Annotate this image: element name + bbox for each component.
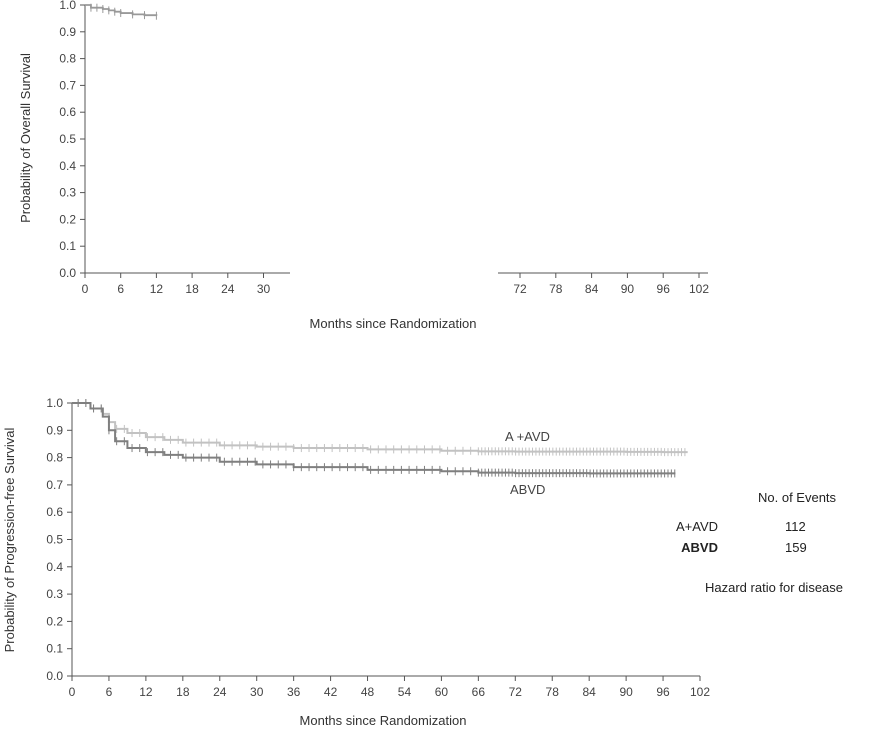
top-x-tick-label: 24 — [221, 282, 235, 296]
bottom-x-tick-label: 84 — [582, 685, 596, 699]
bottom-x-tick-label: 48 — [361, 685, 375, 699]
events-table: No. of Events A+AVD 112 ABVD 159 Hazard … — [676, 490, 843, 595]
events-row-label-aavd: A+AVD — [676, 519, 718, 534]
bottom-x-tick-label: 0 — [69, 685, 76, 699]
bottom-y-tick-label: 0.3 — [46, 587, 63, 601]
top-y-tick-label: 0.5 — [59, 132, 76, 146]
events-row-label-abvd: ABVD — [681, 540, 718, 555]
top-x-tick-label: 90 — [621, 282, 635, 296]
bottom-x-tick-label: 102 — [690, 685, 710, 699]
top-y-tick-label: 0.4 — [59, 159, 76, 173]
bottom-y-tick-label: 0.5 — [46, 533, 63, 547]
bottom-x-tick-label: 78 — [546, 685, 560, 699]
bottom-x-tick-label: 72 — [509, 685, 523, 699]
top-x-tick-label: 78 — [549, 282, 563, 296]
top-x-tick-label: 6 — [117, 282, 124, 296]
bottom-axes: 0.0 0.1 0.2 0.3 0.4 0.5 0.6 0.7 0.8 0.9 1.0 0 6 12 18 2… — [46, 396, 710, 699]
top-y-tick-label: 0.6 — [59, 105, 76, 119]
bottom-y-tick-label: 1.0 — [46, 396, 63, 410]
events-row-value-abvd: 159 — [785, 540, 807, 555]
series-label-aavd: A +AVD — [505, 429, 550, 444]
top-x-tick-label: 18 — [185, 282, 199, 296]
top-y-tick-label: 0.1 — [59, 239, 76, 253]
top-x-tick-label: 96 — [657, 282, 671, 296]
top-y-tick-label: 0.2 — [59, 212, 76, 226]
bottom-x-tick-label: 54 — [398, 685, 412, 699]
top-x-tick-label: 72 — [513, 282, 527, 296]
top-y-tick-label: 0.0 — [59, 266, 76, 280]
bottom-y-axis-label: Probability of Progression-free Survival — [2, 428, 17, 653]
progression-free-survival-panel: 0.0 0.1 0.2 0.3 0.4 0.5 0.6 0.7 0.8 0.9 1.0 0 6 12 18 2… — [2, 396, 710, 728]
top-x-tick-label: 0 — [82, 282, 89, 296]
events-row-value-aavd: 112 — [785, 519, 806, 534]
top-x-tick-label: 84 — [585, 282, 599, 296]
top-axes: 0.0 0.1 0.2 0.3 0.4 0.5 0.6 0.7 0.8 0.9 1.0 0 6 12 18 2… — [59, 0, 709, 296]
top-x-axis-label: Months since Randomization — [310, 316, 477, 331]
top-series — [85, 3, 158, 20]
bottom-series — [72, 399, 688, 478]
bottom-x-tick-label: 60 — [435, 685, 449, 699]
bottom-x-tick-label: 66 — [472, 685, 486, 699]
pfs-line-aavd — [72, 402, 688, 454]
bottom-x-tick-label: 24 — [213, 685, 227, 699]
top-x-tick-label: 30 — [257, 282, 271, 296]
overall-survival-panel: 0.0 0.1 0.2 0.3 0.4 0.5 0.6 0.7 0.8 0.9 1.0 0 6 12 18 2… — [18, 0, 709, 331]
bottom-x-axis-label: Months since Randomization — [300, 713, 467, 728]
events-header: No. of Events — [758, 490, 837, 505]
bottom-x-tick-label: 18 — [176, 685, 190, 699]
bottom-y-tick-label: 0.9 — [46, 423, 63, 437]
bottom-y-tick-label: 0.6 — [46, 505, 63, 519]
top-y-tick-label: 0.3 — [59, 186, 76, 200]
bottom-x-tick-label: 36 — [287, 685, 301, 699]
bottom-x-tick-label: 6 — [106, 685, 113, 699]
top-x-tick-label: 12 — [150, 282, 164, 296]
bottom-y-tick-label: 0.0 — [46, 669, 63, 683]
top-y-axis-label: Probability of Overall Survival — [18, 53, 33, 223]
bottom-x-tick-label: 12 — [139, 685, 153, 699]
bottom-x-tick-label: 30 — [250, 685, 264, 699]
series-label-abvd: ABVD — [510, 482, 545, 497]
bottom-y-tick-label: 0.1 — [46, 642, 63, 656]
bottom-y-tick-label: 0.7 — [46, 478, 63, 492]
bottom-x-tick-label: 90 — [619, 685, 633, 699]
bottom-y-tick-label: 0.2 — [46, 614, 63, 628]
bottom-x-tick-label: 42 — [324, 685, 338, 699]
bottom-y-tick-label: 0.8 — [46, 451, 63, 465]
top-y-tick-label: 1.0 — [59, 0, 76, 12]
top-y-tick-label: 0.9 — [59, 25, 76, 39]
bottom-x-tick-label: 96 — [656, 685, 670, 699]
top-y-tick-label: 0.7 — [59, 78, 76, 92]
top-y-tick-label: 0.8 — [59, 52, 76, 66]
hazard-ratio-text: Hazard ratio for disease — [705, 580, 843, 595]
bottom-y-tick-label: 0.4 — [46, 560, 63, 574]
top-x-tick-label: 102 — [689, 282, 709, 296]
